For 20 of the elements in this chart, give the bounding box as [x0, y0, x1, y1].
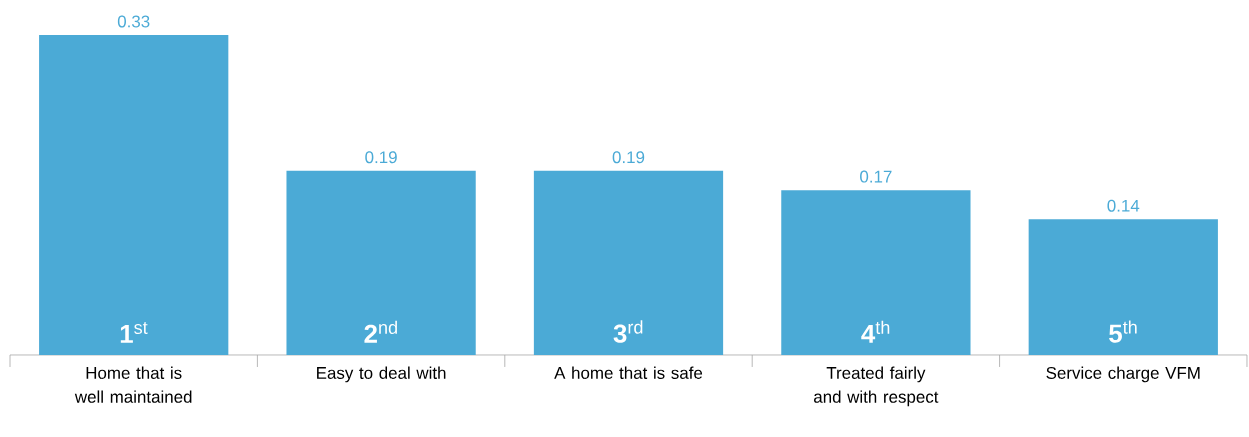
- annotation: 2$^{nd}$: [364, 320, 397, 343]
- bar: [533, 170, 724, 355]
- data-label: 0.14: [1107, 199, 1140, 212]
- data-label: 0.17: [860, 170, 892, 183]
- bar: [781, 190, 971, 355]
- data-label: 0.33: [117, 15, 150, 28]
- bar: [1028, 219, 1218, 355]
- data-label: 0.19: [365, 151, 397, 164]
- x-tick-label: Easy to deal with: [317, 366, 446, 383]
- x-tick-label: Treated fairly and with respect: [814, 366, 939, 407]
- x-tick-label: A home that is safe: [554, 366, 703, 379]
- annotation: 3$^{rd}$: [613, 320, 643, 343]
- annotation: 5$^{th}$: [1109, 320, 1137, 343]
- bar: [39, 34, 229, 355]
- annotation: 4$^{th}$: [861, 320, 890, 343]
- x-tick-label: Home that is well maintained: [74, 366, 192, 403]
- bar: [286, 170, 476, 355]
- x-tick-label: Service charge VFM: [1046, 366, 1200, 383]
- annotation: 1$^{st}$: [120, 322, 148, 343]
- data-label: 0.19: [612, 151, 645, 164]
